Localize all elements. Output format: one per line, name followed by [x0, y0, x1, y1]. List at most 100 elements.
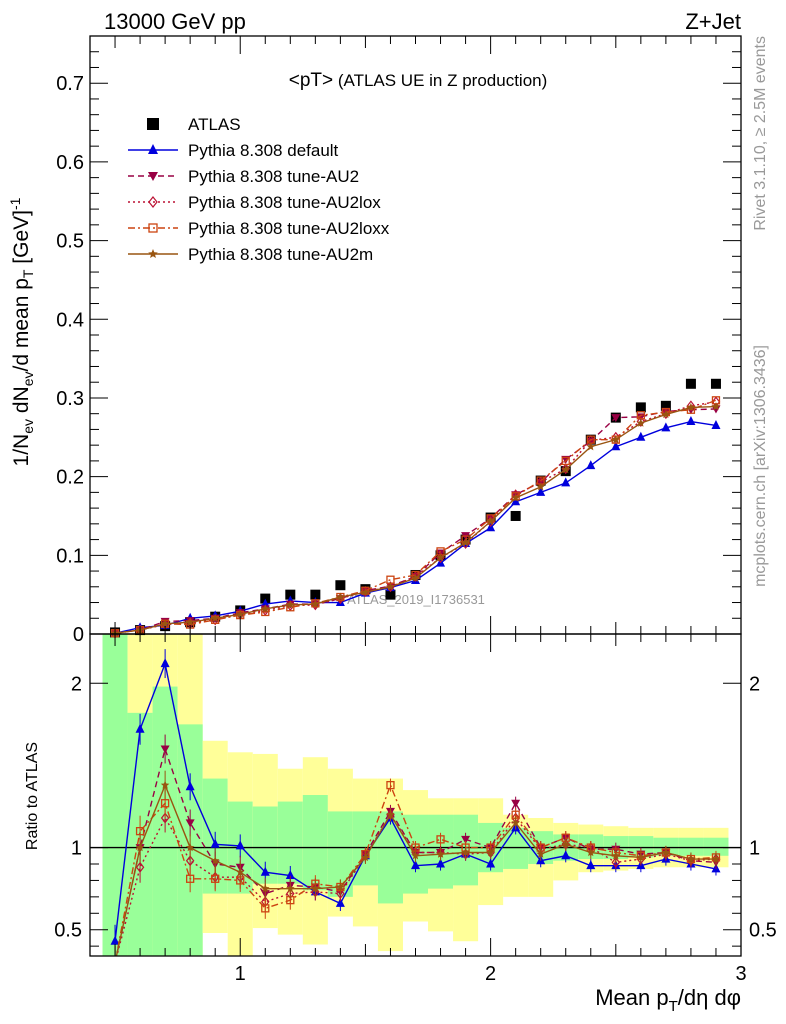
ratio-point-default [210, 838, 220, 848]
ratio-point-au2 [185, 819, 195, 828]
ratio-point-au2m [111, 958, 120, 966]
data-point-atlas [260, 593, 271, 604]
ratio-point-au2m [185, 843, 195, 852]
legend-marker-au2loxx [148, 223, 158, 233]
ratio-point-au2lox [160, 812, 170, 824]
data-point-default [561, 477, 571, 487]
plot-title: <pT> (ATLAS UE in Z production) [289, 70, 548, 91]
legend-label-au2loxx: Pythia 8.308 tune-AU2loxx [188, 219, 390, 238]
upper-y-tick-label: 0.2 [56, 467, 84, 489]
data-point-au2 [711, 405, 721, 414]
upper-y-tick-label: 0.3 [56, 388, 84, 410]
ratio-point-au2m [486, 848, 495, 857]
data-point-au2m [311, 599, 320, 608]
band-inner-bin [503, 827, 529, 869]
plot-title-sub: (ATLAS UE in Z production) [333, 71, 547, 90]
legend-label-au2: Pythia 8.308 tune-AU2 [188, 167, 359, 186]
ratio-point-au2loxx [261, 904, 270, 913]
data-point-au2m [686, 402, 696, 411]
ratio-series-group [110, 649, 721, 967]
legend-marker-default [148, 144, 158, 154]
ratio-point-default [260, 866, 270, 876]
data-point-default [511, 496, 521, 506]
ratio-point-au2lox [135, 861, 145, 873]
data-point-atlas [335, 580, 346, 591]
ratio-point-default [235, 840, 245, 850]
lower-y-tick-label: 0.5 [54, 920, 82, 942]
data-point-au2m [210, 613, 220, 622]
data-point-au2m [336, 592, 345, 601]
ratio-point-default [135, 723, 145, 733]
data-point-atlas [710, 378, 721, 389]
ratio-point-au2m [286, 884, 295, 893]
data-point-au2m [611, 435, 621, 444]
ratio-point-au2m [561, 839, 570, 848]
data-point-atlas [285, 589, 296, 600]
ratio-point-au2m [586, 848, 595, 857]
band-inner-bin [703, 837, 729, 856]
data-point-default [661, 422, 671, 432]
data-point-au2 [611, 414, 621, 423]
data-point-default [586, 460, 596, 470]
ratio-point-au2m [386, 810, 395, 819]
ratio-point-default [160, 658, 170, 668]
ratio-point-au2m [461, 848, 470, 857]
data-point-au2lox [636, 416, 646, 428]
ratio-point-au2m [611, 851, 621, 860]
ratio-point-default [185, 781, 195, 791]
watermark: ATLAS_2019_I1736531 [347, 592, 485, 607]
lower-y-tick-label-right: 1 [749, 838, 760, 860]
data-point-default [611, 441, 621, 451]
lower-y-tick-label: 1 [71, 838, 82, 860]
x-tick-label: 1 [235, 963, 246, 985]
upper-y-tick-label: 0.4 [56, 309, 84, 331]
data-point-au2m [536, 482, 545, 491]
data-point-default [686, 416, 696, 426]
data-point-au2m [411, 573, 420, 582]
ratio-point-au2loxx [112, 959, 119, 966]
band-inner-bin [302, 795, 328, 891]
ratio-point-au2loxx [186, 874, 195, 883]
ratio-point-au2m [236, 867, 245, 876]
data-point-au2m [436, 553, 445, 562]
header-left: 13000 GeV pp [104, 9, 246, 34]
ratio-point-default [486, 858, 496, 868]
data-point-au2m [486, 517, 495, 526]
data-point-default [636, 431, 646, 441]
ratio-point-au2lox [336, 888, 345, 900]
ratio-y-label: Ratio to ATLAS [24, 742, 41, 850]
data-point-au2m [661, 410, 671, 419]
band-inner-bin [678, 837, 704, 856]
band-inner-bin [102, 634, 128, 956]
ratio-point-au2m [436, 849, 445, 858]
ratio-point-default [436, 858, 446, 868]
ratio-point-au2m [160, 780, 170, 789]
data-point-au2m [586, 442, 595, 451]
data-point-au2m [511, 493, 520, 502]
rivet-label: Rivet 3.1.10, ≥ 2.5M events [752, 36, 769, 231]
ratio-point-au2loxx [386, 780, 395, 790]
ratio-point-default [411, 860, 420, 870]
ratio-point-au2 [511, 799, 521, 808]
legend-marker-au2lox [148, 196, 158, 208]
y-axis-label: 1/Nev dNev/d mean pT [GeV]-1 [7, 197, 36, 466]
ratio-point-au2m [511, 818, 520, 827]
mcplots-label: mcplots.cern.ch [arXiv:1306.3436] [752, 345, 769, 587]
x-tick-label: 2 [485, 963, 496, 985]
ratio-point-au2m [661, 848, 671, 857]
upper-y-tick-label: 0.1 [56, 545, 84, 567]
ratio-point-au2 [111, 959, 120, 967]
ratio-point-default [335, 897, 345, 907]
ratio-point-au2m [135, 843, 145, 852]
ratio-point-default [285, 870, 295, 879]
legend-label-atlas: ATLAS [188, 115, 241, 134]
data-point-au2m [286, 600, 295, 609]
data-point-au2m [711, 402, 721, 411]
data-point-atlas [310, 589, 321, 600]
ratio-point-au2lox [185, 855, 195, 867]
legend-label-au2m: Pythia 8.308 tune-AU2m [188, 245, 373, 264]
ratio-point-default [561, 850, 571, 860]
data-point-default [536, 486, 546, 496]
x-tick-label: 3 [735, 963, 746, 985]
ratio-point-default [586, 860, 596, 870]
